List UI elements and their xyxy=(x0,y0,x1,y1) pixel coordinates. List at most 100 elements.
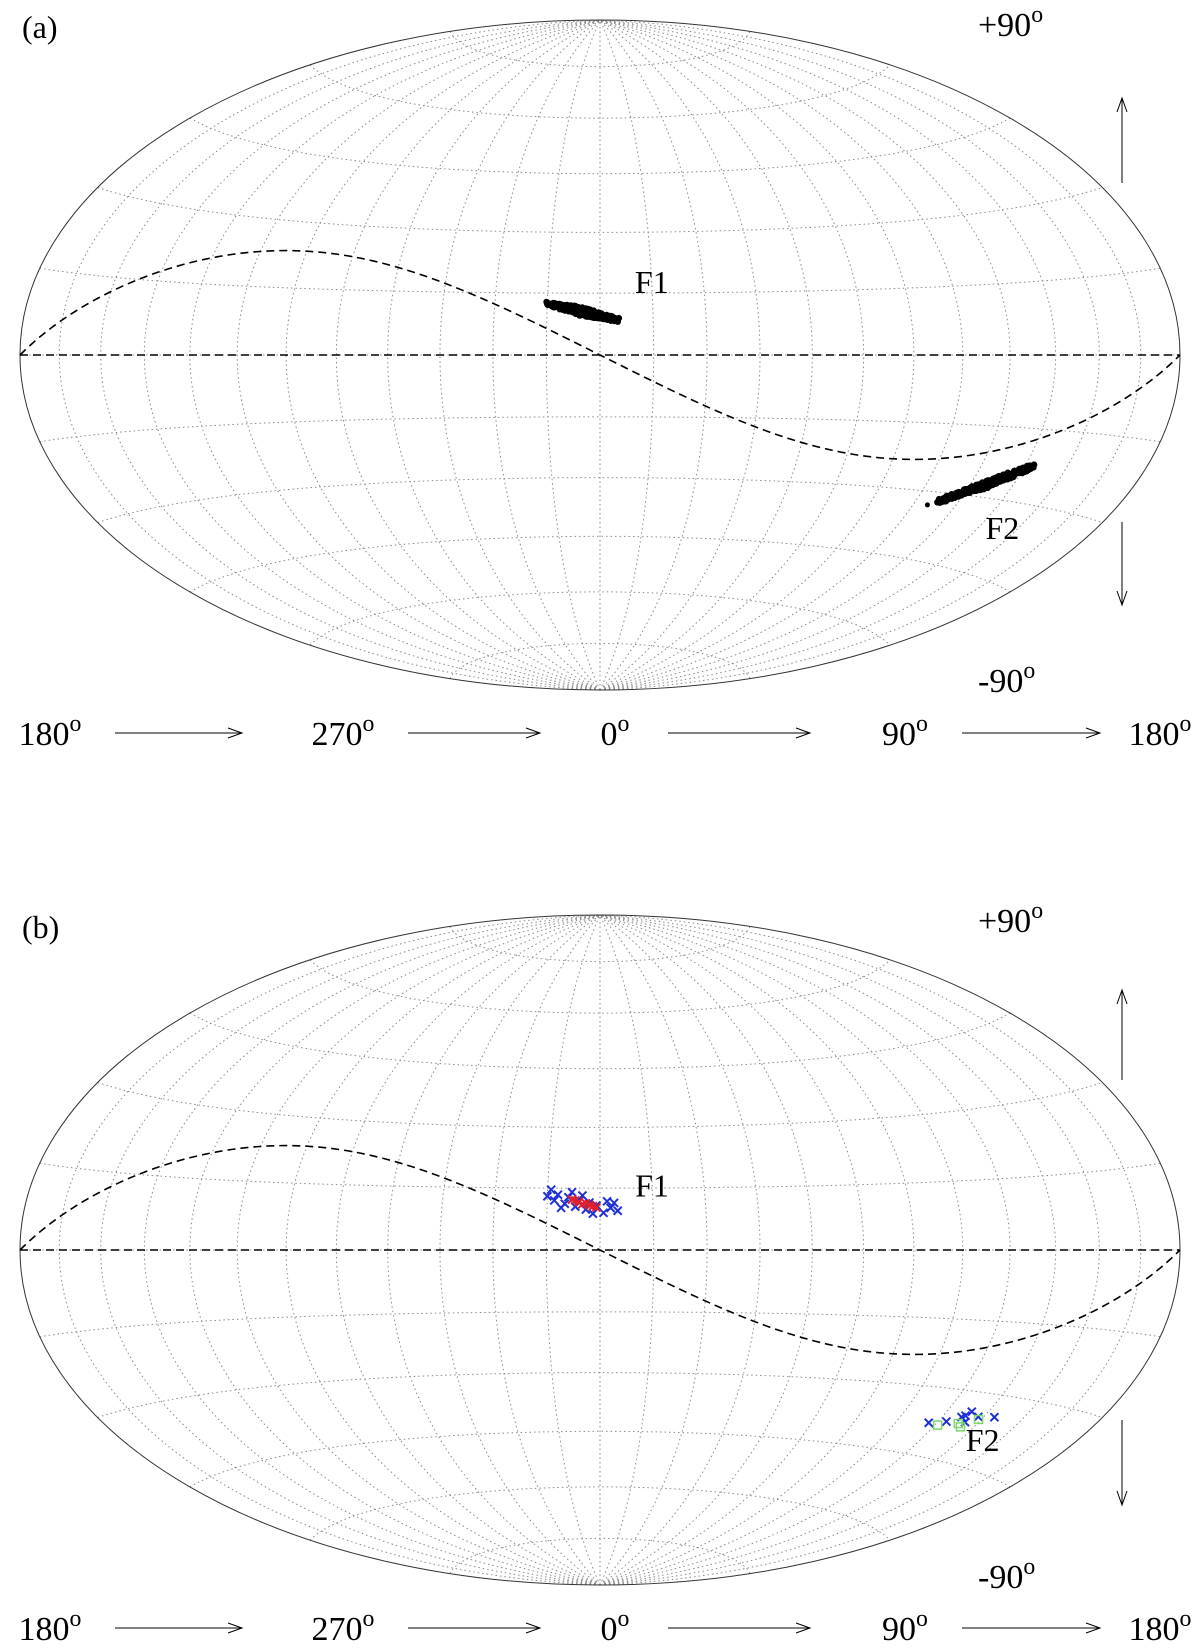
data-point xyxy=(581,309,588,316)
data-point xyxy=(614,317,621,324)
lat-top-label-value: +90 xyxy=(978,903,1031,940)
meridian-line xyxy=(599,914,813,1586)
lon-label-value: 180 xyxy=(19,1611,70,1648)
meridian-line xyxy=(387,914,601,1586)
data-points xyxy=(542,1184,1000,1432)
lon-label-sup: o xyxy=(916,711,928,737)
arrow-up xyxy=(1116,96,1128,183)
lat-top-label-sup: o xyxy=(1031,898,1043,924)
data-point xyxy=(551,301,558,308)
lon-label-value: 0 xyxy=(601,716,618,753)
lat-bottom-label-sup: o xyxy=(1023,1554,1035,1580)
parallel-line xyxy=(309,64,891,119)
lat-bottom-label: -90o xyxy=(978,1554,1035,1596)
lon-label: 0o xyxy=(601,711,630,753)
data-point xyxy=(598,314,605,322)
ecliptic-line xyxy=(19,1144,1181,1356)
lon-label-sup: o xyxy=(70,711,82,737)
data-point xyxy=(543,299,551,307)
lon-label: 90o xyxy=(882,711,928,753)
lon-label-sup: o xyxy=(1180,1606,1192,1632)
lat-top-label-value: +90 xyxy=(978,7,1031,44)
reference-curves xyxy=(19,1144,1181,1356)
parallel-line xyxy=(449,31,751,68)
arrow-down xyxy=(1116,522,1128,607)
data-point xyxy=(941,498,949,505)
data-point-cross xyxy=(553,1189,563,1200)
lon-arrow xyxy=(115,727,244,739)
data-point-cross xyxy=(549,1195,559,1206)
lon-label-sup: o xyxy=(618,711,630,737)
data-point-cross xyxy=(542,1191,553,1201)
data-point xyxy=(935,498,943,506)
lon-arrow xyxy=(115,1622,244,1634)
data-point xyxy=(992,478,1000,486)
data-point xyxy=(607,317,614,324)
data-point-cross xyxy=(598,1208,609,1218)
lat-bottom-label-value: -90 xyxy=(978,1559,1023,1596)
data-point xyxy=(953,492,960,500)
parallel-line xyxy=(39,267,1161,294)
lon-label-sup: o xyxy=(916,1606,928,1632)
lon-arrow xyxy=(668,1622,812,1634)
lon-label-sup: o xyxy=(70,1606,82,1632)
parallel-line xyxy=(449,926,751,963)
data-point-cross xyxy=(577,1190,588,1201)
parallel-line xyxy=(449,642,751,679)
parallel-line xyxy=(97,1082,1103,1128)
data-point xyxy=(1023,468,1030,475)
data-point xyxy=(561,306,569,313)
parallel-line xyxy=(39,416,1161,443)
lon-arrow xyxy=(962,1622,1102,1634)
parallel-line xyxy=(39,1311,1161,1338)
lon-label-value: 180 xyxy=(1129,716,1180,753)
parallel-line xyxy=(39,1162,1161,1189)
lon-arrow xyxy=(668,727,812,739)
data-point-cross xyxy=(941,1416,952,1427)
data-point-square xyxy=(932,1420,943,1430)
lon-label-sup: o xyxy=(363,711,375,737)
lon-arrow xyxy=(962,727,1102,739)
panel-label: (b) xyxy=(22,909,59,945)
lon-label-value: 90 xyxy=(882,1611,916,1648)
panel-label: (a) xyxy=(22,9,58,45)
lon-label: 270o xyxy=(312,711,375,753)
data-point-cross xyxy=(609,1198,619,1208)
cluster-f2 xyxy=(934,461,1038,506)
data-point xyxy=(586,306,593,313)
data-point-cross xyxy=(967,1406,977,1417)
data-point xyxy=(947,493,954,501)
meridian-line xyxy=(599,19,813,691)
lon-label: 270o xyxy=(312,1606,375,1648)
lon-label-sup: o xyxy=(618,1606,630,1632)
outlier-point xyxy=(924,502,930,508)
cluster-label-f1: F1 xyxy=(635,1167,669,1203)
lon-label-value: 90 xyxy=(882,716,916,753)
data-point xyxy=(575,307,582,314)
data-point-cross xyxy=(567,1187,577,1197)
data-point xyxy=(569,303,576,310)
data-point-cross xyxy=(567,1194,577,1205)
cluster-label-f1: F1 xyxy=(635,264,669,300)
lon-label-sup: o xyxy=(363,1606,375,1632)
data-point xyxy=(1013,469,1020,476)
data-point xyxy=(1002,476,1009,483)
lon-label-value: 180 xyxy=(1129,1611,1180,1648)
parallel-line xyxy=(309,1486,891,1541)
data-point xyxy=(980,486,987,493)
lon-label: 180o xyxy=(19,1606,82,1648)
lon-label-value: 180 xyxy=(19,716,70,753)
lat-top-label: +90o xyxy=(978,2,1043,44)
data-point xyxy=(972,483,979,490)
data-point-square xyxy=(973,1414,984,1425)
data-point-cross xyxy=(989,1412,1000,1422)
data-point-cross xyxy=(588,1208,598,1219)
parallel-line xyxy=(97,187,1103,233)
lat-top-label: +90o xyxy=(978,898,1043,940)
lon-arrow xyxy=(408,727,542,739)
data-point-cross xyxy=(602,1196,612,1207)
parallel-line xyxy=(309,591,891,646)
